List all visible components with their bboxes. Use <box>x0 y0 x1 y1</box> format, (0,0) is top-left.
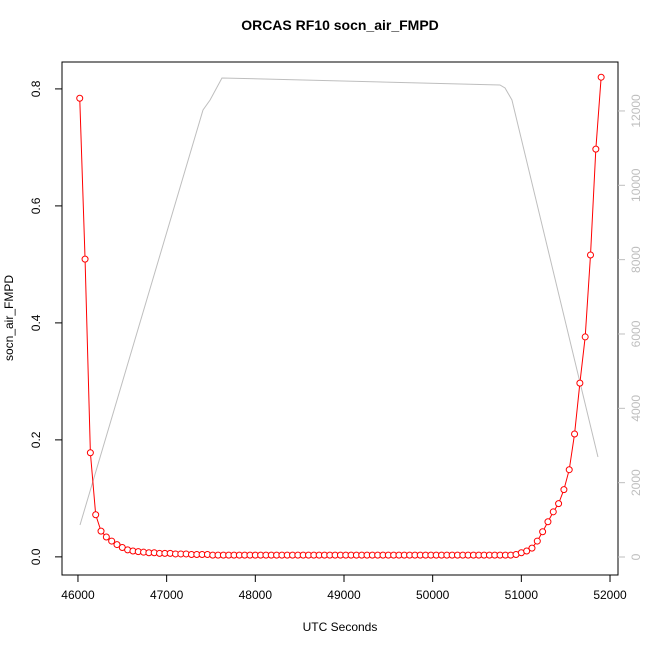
x-tick-label: 50000 <box>416 588 450 602</box>
data-point <box>555 500 563 508</box>
chart-title: ORCAS RF10 socn_air_FMPD <box>241 17 439 33</box>
y-tick-label: 0.8 <box>29 80 43 97</box>
data-point <box>565 466 573 474</box>
data-point <box>587 251 595 259</box>
data-point <box>92 511 100 519</box>
data-point <box>528 544 536 552</box>
data-point <box>592 145 600 153</box>
y2-tick-label: 0 <box>629 553 643 560</box>
data-point <box>539 528 547 536</box>
x-tick-label: 51000 <box>505 588 539 602</box>
data-point <box>549 508 557 516</box>
data-point <box>86 449 94 457</box>
data-point <box>102 533 110 541</box>
x-tick-label: 46000 <box>61 588 95 602</box>
data-point <box>76 94 84 102</box>
y-tick-label: 0.4 <box>29 314 43 331</box>
y2-tick-label: 10000 <box>629 168 643 202</box>
data-line <box>79 77 602 556</box>
data-point <box>97 527 105 535</box>
y2-tick-label: 12000 <box>629 94 643 128</box>
y2-tick-label: 4000 <box>629 395 643 422</box>
data-point <box>576 379 584 387</box>
y-tick-label: 0.6 <box>29 197 43 214</box>
data-point <box>81 255 89 263</box>
data-point <box>597 73 605 81</box>
y2-tick-label: 6000 <box>629 320 643 347</box>
data-point <box>581 333 589 341</box>
data-point <box>113 541 121 549</box>
x-tick-label: 48000 <box>239 588 273 602</box>
y2-tick-label: 8000 <box>629 246 643 273</box>
y2-tick-label: 2000 <box>629 469 643 496</box>
x-tick-label: 52000 <box>593 588 627 602</box>
y-axis-label: socn_air_FMPD <box>2 275 16 361</box>
y-tick-label: 0.0 <box>29 548 43 565</box>
data-point <box>108 537 116 545</box>
data-line <box>79 77 599 526</box>
data-point <box>560 486 568 494</box>
x-axis-label: UTC Seconds <box>303 620 378 634</box>
data-point <box>533 537 541 545</box>
plot-box <box>61 61 619 576</box>
x-tick-label: 47000 <box>150 588 184 602</box>
data-point <box>571 430 579 438</box>
x-tick-label: 49000 <box>327 588 361 602</box>
data-point <box>544 518 552 526</box>
y-tick-label: 0.2 <box>29 431 43 448</box>
data-point <box>523 547 531 555</box>
